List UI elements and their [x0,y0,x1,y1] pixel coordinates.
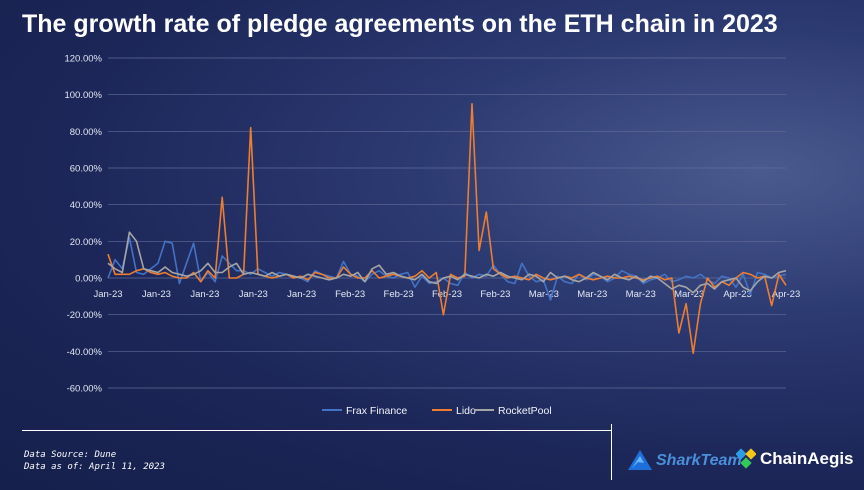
legend-label: Frax Finance [346,405,407,417]
data-date-note: Data as of: April 11, 2023 [24,462,165,472]
x-tick-label: Feb-23 [335,289,365,300]
legend-label: Lido [456,405,476,417]
sharkteam-logo: SharkTeam [626,448,742,474]
shark-icon [628,450,652,470]
x-tick-label: Feb-23 [384,289,414,300]
y-tick-label: -40.00% [67,347,103,358]
x-tick-label: Feb-23 [480,289,510,300]
y-tick-label: -60.00% [67,384,103,395]
page-title: The growth rate of pledge agreements on … [22,10,778,38]
x-tick-label: Jan-23 [287,289,316,300]
series-line-rocketpool [107,231,787,294]
x-tick-label: Mar-23 [529,289,559,300]
chainaegis-logo: ChainAegis [736,448,854,470]
line-chart: 120.00% 100.00% 80.00% 60.00% 40.00% 20.00% 0.… [64,54,801,418]
footer-divider [22,430,612,431]
y-tick-label: 80.00% [70,127,103,138]
x-tick-label: Jan-23 [190,289,219,300]
y-tick-label: 120.00% [64,54,102,65]
y-tick-label: 20.00% [70,237,103,248]
y-tick-label: 0.00% [75,274,102,285]
x-tick-label: Jan-23 [93,289,122,300]
y-tick-label: 40.00% [70,200,103,211]
x-tick-label: Mar-23 [577,289,607,300]
y-tick-label: -20.00% [67,310,103,321]
x-tick-label: Apr-23 [723,289,752,300]
x-tick-label: Jan-23 [239,289,268,300]
x-tick-label: Mar-23 [674,289,704,300]
x-tick-label: Jan-23 [142,289,171,300]
y-tick-label: 60.00% [70,164,103,175]
legend-label: RocketPool [498,405,552,417]
y-tick-label: 100.00% [64,90,102,101]
x-tick-label: Apr-23 [772,289,801,300]
x-tick-label: Mar-23 [626,289,656,300]
footer-vertical-divider [611,424,612,480]
data-source-note: Data Source: Dune [24,450,117,460]
chainaegis-icon [736,448,756,469]
series-line-lido [107,103,787,355]
